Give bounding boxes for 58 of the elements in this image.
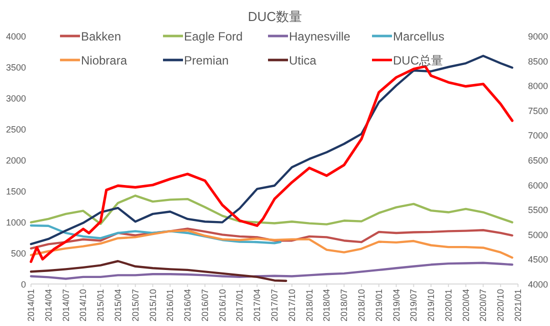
x-tick-label: 2016/10: [217, 289, 228, 322]
y-tick-label: 3500: [6, 62, 26, 72]
legend-label: Haynesville: [289, 30, 351, 44]
legend-label: Bakken: [81, 30, 122, 44]
x-tick-label: 2020/10: [496, 289, 506, 322]
x-tick-label: 2015/10: [148, 289, 158, 322]
x-tick-label: 2020/07: [478, 289, 488, 322]
legend-label: Eagle Ford: [184, 30, 243, 44]
legend-label: Niobrara: [81, 54, 128, 68]
y-tick-label: 2000: [6, 156, 26, 166]
y2-tick-label: 4500: [528, 254, 548, 265]
legend-label: Utica: [289, 54, 317, 68]
x-tick-label: 2017/04: [252, 289, 262, 322]
x-tick-label: 2017/10: [286, 289, 297, 322]
x-tick-label: 2016/01: [165, 289, 176, 322]
y-tick-label: 0: [20, 280, 26, 290]
x-tick-label: 2020/04: [460, 289, 471, 322]
x-tick-label: 2018/04: [322, 289, 332, 322]
y2-tick-label: 7500: [528, 106, 548, 116]
y2-tick-label: 9000: [528, 32, 548, 42]
y2-tick-label: 6500: [528, 156, 548, 166]
legend-label: Marcellus: [393, 30, 444, 44]
x-tick-label: 2021/01: [513, 289, 523, 322]
x-tick-label: 2020/01: [443, 289, 454, 322]
x-tick-label: 2019/10: [426, 289, 436, 322]
chart-title: DUC数量: [248, 9, 302, 24]
x-tick-label: 2018/10: [356, 289, 366, 322]
x-tick-label: 2019/04: [391, 289, 402, 322]
y2-tick-label: 8500: [528, 56, 548, 66]
y-tick-label: 3000: [6, 94, 26, 104]
x-tick-label: 2014/10: [78, 289, 88, 322]
x-tick-label: 2019/07: [408, 289, 419, 322]
x-tick-label: 2016/07: [200, 289, 210, 322]
y2-tick-label: 6000: [528, 180, 548, 190]
legend-label: DUC总量: [393, 54, 443, 68]
y2-tick-label: 5000: [528, 230, 548, 240]
y-tick-label: 2500: [6, 124, 26, 134]
y-tick-label: 1500: [6, 186, 26, 196]
x-tick-label: 2015/07: [130, 289, 140, 322]
x-tick-label: 2016/04: [182, 289, 193, 322]
legend-label: Premian: [184, 54, 229, 68]
x-tick-label: 2017/07: [270, 289, 280, 322]
x-tick-label: 2018/01: [304, 289, 314, 322]
y2-tick-label: 8000: [528, 81, 548, 92]
y2-tick-label: 5500: [528, 205, 548, 216]
y-tick-label: 500: [10, 248, 26, 258]
y2-tick-label: 4000: [528, 280, 548, 290]
x-tick-label: 2014/04: [43, 289, 54, 322]
x-tick-label: 2015/04: [112, 289, 123, 322]
y2-tick-label: 7000: [528, 130, 548, 141]
x-tick-label: 2015/01: [96, 289, 106, 322]
x-tick-label: 2014/01: [26, 289, 36, 322]
x-tick-label: 2014/07: [60, 289, 71, 322]
x-tick-label: 2018/07: [339, 289, 350, 322]
x-tick-label: 2017/01: [234, 289, 245, 322]
y-tick-label: 4000: [6, 32, 26, 42]
x-tick-label: 2019/01: [374, 289, 384, 322]
y-tick-label: 1000: [6, 218, 26, 228]
